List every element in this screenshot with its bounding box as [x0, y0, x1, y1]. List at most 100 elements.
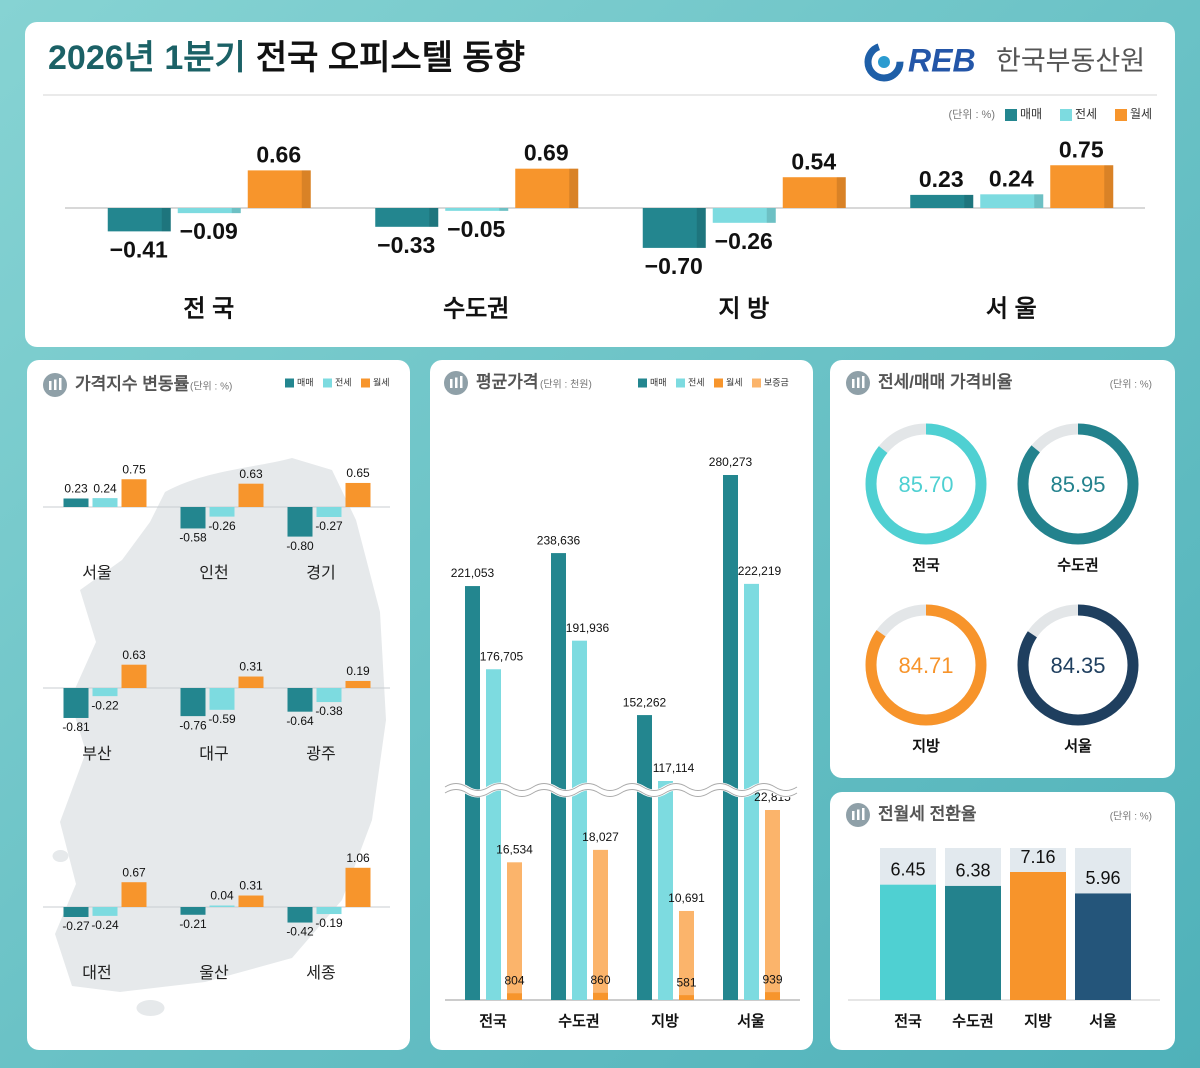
bar-side	[429, 208, 439, 227]
category-label: 전국	[479, 1013, 507, 1030]
bar	[209, 507, 235, 517]
value-label: −0.41	[110, 236, 168, 262]
bar-side	[696, 208, 706, 248]
value-label: 6.38	[955, 861, 990, 881]
donut-label: 수도권	[1057, 556, 1098, 574]
unit-label: (단위 : %)	[1110, 378, 1152, 391]
value-label: 0.75	[1059, 136, 1104, 162]
value-label: -0.81	[62, 720, 90, 734]
category-label: 지방	[651, 1012, 679, 1030]
org-name: 한국부동산원	[996, 46, 1145, 76]
value-label: 0.66	[256, 141, 301, 167]
value-label: 860	[590, 973, 610, 987]
bar	[287, 688, 313, 712]
region-label: 인천	[199, 564, 228, 582]
legend-label: 월세	[726, 376, 743, 387]
bar	[180, 688, 206, 717]
value-label: 581	[676, 975, 696, 989]
value-label: 6.45	[890, 859, 925, 879]
legend-label: 전세	[1075, 107, 1097, 121]
value-label: -0.42	[286, 925, 314, 939]
donut-arc	[1017, 423, 1139, 545]
bar	[345, 867, 371, 907]
region-label: 광주	[306, 745, 335, 763]
bar	[572, 640, 587, 1000]
panel-icon-bar	[857, 377, 860, 388]
value-label: 0.04	[210, 889, 234, 903]
bar	[345, 482, 371, 507]
bar	[238, 676, 264, 688]
category-label: 전 국	[183, 295, 234, 322]
panel-icon-bar	[862, 376, 865, 388]
value-label: -0.64	[286, 714, 314, 728]
donut-value: 85.95	[1050, 472, 1105, 497]
bar	[910, 194, 974, 208]
value-label: 16,534	[496, 842, 533, 856]
bar	[551, 553, 566, 1000]
legend-label: 매매	[650, 377, 667, 387]
bar	[107, 208, 171, 232]
bar-side	[301, 170, 311, 208]
logo-icon	[864, 42, 904, 82]
region-label: 대전	[82, 964, 111, 982]
bar	[316, 507, 342, 517]
bar	[92, 907, 118, 916]
axis-break-line	[444, 789, 798, 797]
category-label: 수도권	[558, 1012, 599, 1030]
unit-label: (단위 : 천원)	[540, 378, 592, 391]
panel-icon-bar	[460, 376, 463, 388]
bar	[1010, 872, 1066, 1000]
page-title: 2026년 1분기 전국 오피스텔 동향	[48, 39, 525, 77]
legend-swatch	[752, 378, 761, 388]
value-label: 0.19	[346, 664, 370, 678]
bar	[63, 498, 89, 507]
value-label: 10,691	[668, 891, 705, 905]
donut-arc	[1017, 604, 1139, 726]
legend-swatch	[323, 378, 332, 388]
value-label: 0.67	[122, 865, 146, 879]
value-label: -0.58	[179, 531, 207, 545]
legend-swatch	[714, 378, 723, 388]
category-label: 서울	[737, 1013, 765, 1030]
value-label: 0.23	[64, 482, 88, 496]
value-label: -0.22	[91, 698, 119, 712]
value-label: −0.09	[180, 218, 238, 244]
region-label: 세종	[306, 964, 335, 982]
value-label: 117,114	[653, 761, 695, 775]
title-main: 전국 오피스텔 동향	[256, 39, 525, 77]
bar-side	[964, 194, 974, 208]
axis-break-gap	[442, 782, 800, 798]
panel-icon-bar	[59, 378, 62, 390]
axis-break-line	[444, 783, 798, 791]
bar	[287, 507, 313, 537]
panel-icon-bar	[857, 809, 860, 820]
value-label: 0.63	[239, 467, 263, 481]
bar	[486, 669, 501, 1000]
value-label: 1.06	[346, 851, 370, 865]
donut-arc	[865, 604, 987, 726]
value-label: 0.31	[239, 660, 263, 674]
bar	[765, 992, 780, 1000]
value-label: -0.19	[315, 916, 343, 930]
region-label: 경기	[306, 564, 335, 582]
bar	[121, 882, 147, 907]
category-label: 서 울	[986, 295, 1037, 322]
region-label: 서울	[82, 564, 111, 582]
bar	[945, 885, 1001, 1000]
value-label: -0.26	[208, 519, 236, 533]
panel-title: 전세/매매 가격비율	[878, 372, 1013, 391]
category-label: 서울	[1089, 1013, 1117, 1030]
logo: REB	[908, 42, 976, 78]
panel-title: 가격지수 변동률	[75, 374, 190, 393]
bar	[92, 498, 118, 507]
value-label: -0.27	[315, 519, 343, 533]
value-label: 804	[504, 973, 524, 987]
bar	[1050, 165, 1114, 208]
value-label: 0.31	[239, 879, 263, 893]
bar	[63, 688, 89, 718]
bar-side	[161, 208, 171, 232]
map-korea	[52, 458, 386, 1016]
value-label: 0.24	[93, 481, 117, 495]
value-label: 0.54	[791, 148, 836, 174]
value-label: −0.05	[447, 216, 505, 242]
